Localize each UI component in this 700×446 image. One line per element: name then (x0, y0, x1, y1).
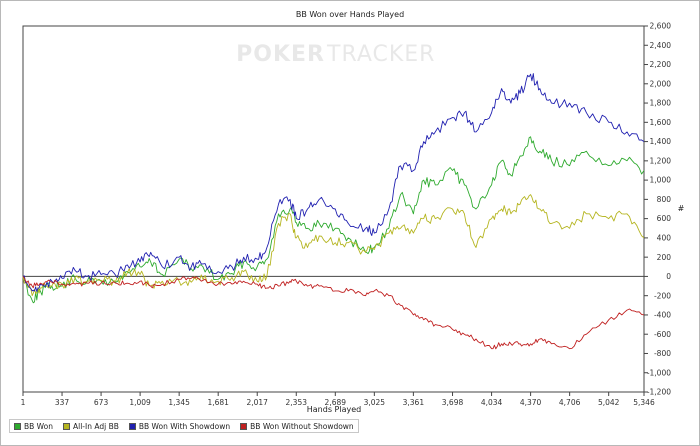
series-line-1 (22, 136, 645, 304)
legend-swatch (63, 422, 70, 430)
watermark-tracker: TRACKER (326, 42, 435, 67)
y-tick-label: -1,200 (647, 388, 671, 397)
legend-label: BB Won (24, 421, 53, 431)
y-tick-label: 1,200 (650, 156, 672, 165)
legend-item-2[interactable]: All-In Adj BB (63, 422, 119, 431)
legend-swatch (128, 422, 136, 430)
series-line-3 (22, 73, 645, 292)
y-tick-label: -600 (654, 330, 671, 339)
plot-border (22, 25, 645, 393)
x-tick-label: 1 (21, 398, 26, 407)
y-tick-label: 1,600 (650, 118, 672, 127)
legend-label: All-In Adj BB (73, 421, 119, 431)
pokertracker-watermark: POKER TRACKER (236, 42, 435, 67)
x-tick-label: 337 (55, 398, 70, 407)
y-tick-label: 2,600 (650, 22, 672, 31)
chart-title: BB Won over Hands Played (296, 10, 404, 19)
y-tick-label: 200 (657, 253, 672, 262)
y-tick-label: 800 (657, 195, 672, 204)
y-tick-label: 0 (666, 272, 671, 281)
legend-item-4[interactable]: BB Won Without Showdown (240, 422, 354, 431)
y-axis-label: # (678, 204, 685, 213)
legend-label: BB Won With Showdown (138, 421, 231, 431)
x-tick-label: 4,370 (520, 398, 542, 407)
y-tick-label: 600 (657, 214, 672, 223)
x-tick-label: 3,361 (403, 398, 425, 407)
legend-item-1[interactable]: BB Won (14, 422, 53, 431)
x-tick-label: 3,698 (442, 398, 464, 407)
y-tick-label: 1,000 (650, 176, 672, 185)
x-tick-label: 673 (94, 398, 109, 407)
x-tick-label: 4,706 (559, 398, 581, 407)
y-tick-label: -800 (654, 349, 671, 358)
y-tick-label: -200 (654, 291, 671, 300)
y-tick-label: 1,400 (650, 137, 672, 146)
x-tick-label: 1,345 (168, 398, 190, 407)
series-line-4 (22, 276, 645, 350)
x-tick-label: 5,346 (633, 398, 655, 407)
x-axis: 1 337 673 1,009 1,345 1,681 2,017 2,353 2,689 3,0… (21, 392, 655, 407)
y-tick-label: 400 (657, 233, 672, 242)
series-line-2 (22, 194, 645, 297)
x-tick-label: 2,017 (246, 398, 268, 407)
x-tick-label: 1,009 (129, 398, 151, 407)
y-axis: -1,200 -1,000 -800 -600 -400 -200 0 200 400 600 80… (644, 22, 671, 397)
x-tick-label: 3,025 (364, 398, 386, 407)
legend-swatch (14, 422, 21, 430)
legend-swatch (240, 422, 248, 430)
series-lines (22, 73, 645, 350)
y-tick-label: 2,000 (650, 79, 672, 88)
y-tick-label: -400 (654, 311, 671, 320)
y-tick-label: 2,400 (650, 41, 672, 50)
x-tick-label: 5,042 (598, 398, 620, 407)
y-tick-label: 1,800 (650, 99, 672, 108)
x-tick-label: 2,353 (286, 398, 308, 407)
x-tick-label: 2,689 (325, 398, 347, 407)
chart-legend: BB Won All-In Adj BB BB Won With Showdown B… (9, 419, 359, 433)
y-tick-label: 2,200 (650, 60, 672, 69)
legend-item-3[interactable]: BB Won With Showdown (128, 421, 231, 431)
x-tick-label: 4,034 (481, 398, 503, 407)
y-tick-label: -1,000 (647, 368, 671, 377)
x-tick-label: 1,681 (207, 398, 229, 407)
plot-area (22, 25, 645, 393)
legend-label: BB Won Without Showdown (250, 421, 354, 431)
x-axis-label: Hands Played (307, 405, 361, 414)
watermark-poker: POKER (236, 42, 325, 67)
